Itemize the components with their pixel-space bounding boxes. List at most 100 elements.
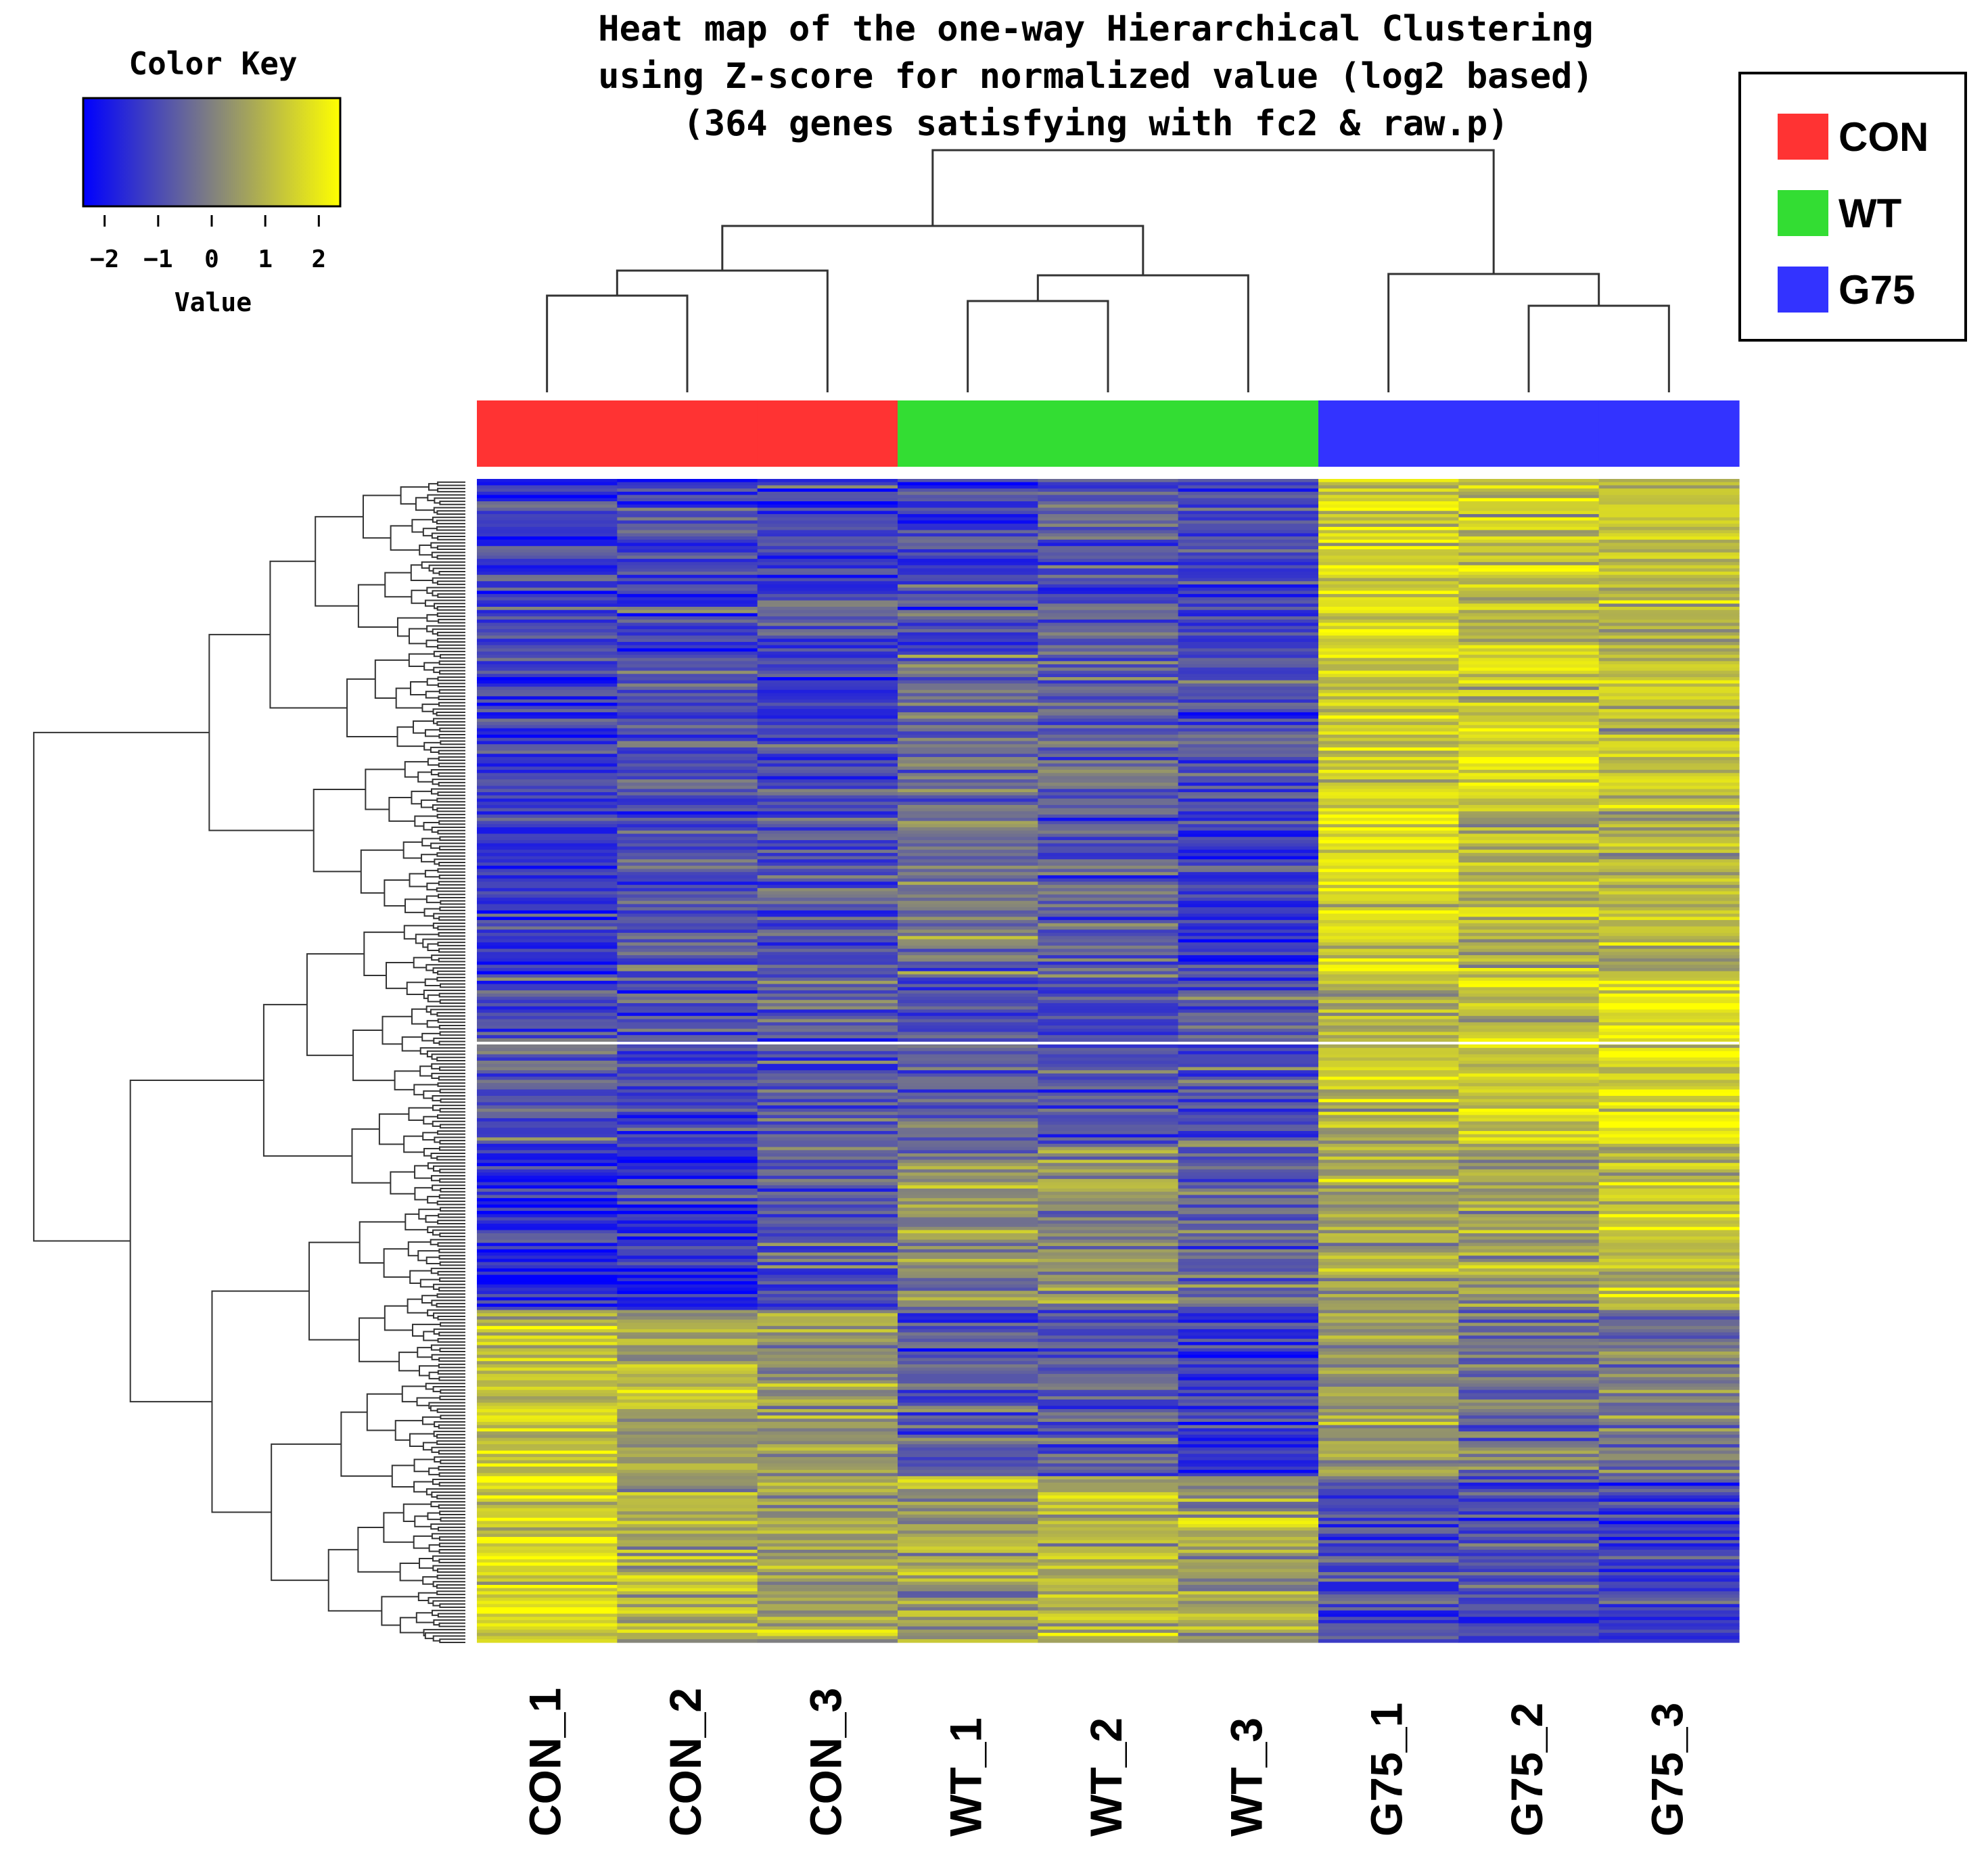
heatmap-cell [898,1252,1038,1256]
row-merge [432,708,465,715]
heatmap-cell [1318,1262,1459,1266]
heatmap-cell [1318,1306,1459,1311]
heatmap-cell [898,1198,1038,1202]
row-merge [432,1165,465,1172]
heatmap-cell [757,597,898,601]
heatmap-cell [1458,661,1600,665]
heatmap-cell [1038,1086,1179,1090]
heatmap-cell [1598,1380,1740,1384]
heatmap-cell [1598,1226,1740,1231]
row-merge [403,1135,424,1153]
heatmap-cell [1178,1124,1319,1128]
legend-label-wt: WT [1839,191,1901,236]
heatmap-cell [757,559,898,563]
heatmap-cell [1178,1000,1319,1004]
heatmap-cell [477,920,618,924]
row-merge [432,922,465,929]
heatmap-cell [898,1297,1038,1301]
heatmap-cell [1598,898,1740,902]
heatmap-cell [898,1000,1038,1004]
heatmap-cell [1038,1182,1179,1186]
heatmap-cell [757,1367,898,1371]
heatmap-cell [1458,1636,1600,1640]
heatmap-cell [757,1166,898,1170]
heatmap-cell [1038,1249,1179,1253]
heatmap-cell [898,1134,1038,1138]
heatmap-cell [1318,1437,1459,1442]
heatmap-cell [1318,1613,1459,1617]
heatmap-cell [1038,1485,1179,1490]
heatmap-cell [477,929,618,934]
heatmap-cell [477,1268,618,1272]
heatmap-cell [1178,1370,1319,1375]
heatmap-cell [757,731,898,735]
heatmap-cell [617,1137,758,1141]
heatmap-cell [898,1226,1038,1231]
row-merge [32,731,210,1242]
row-merge [439,1168,465,1174]
heatmap-cell [757,549,898,553]
heatmap-cell [477,530,618,534]
heatmap-cell [898,904,1038,908]
heatmap-cell [617,1255,758,1260]
heatmap-cell [1458,1051,1600,1055]
heatmap-cell [1598,561,1740,566]
heatmap-cell [898,619,1038,624]
heatmap-cell [1178,1057,1319,1061]
heatmap-cell [617,648,758,652]
heatmap-cell [1038,1150,1179,1154]
heatmap-cell [1038,974,1179,978]
heatmap-cell [617,760,758,764]
row-merge [431,1072,465,1079]
heatmap-cell [757,1421,898,1426]
heatmap-cell [1178,1322,1319,1327]
heatmap-cell [1178,824,1319,828]
heatmap-cell [757,565,898,569]
heatmap-cell [1318,827,1459,831]
heatmap-cell [1598,594,1740,598]
heatmap-cell [1598,597,1740,601]
heatmap-cell [477,482,618,486]
row-merge [433,651,465,658]
heatmap-cell [1178,1562,1319,1567]
heatmap-cell [757,613,898,617]
heatmap-cell [477,1061,618,1065]
heatmap-cell [1178,1540,1319,1544]
heatmap-cell [477,676,618,681]
heatmap-cell [617,1374,758,1378]
heatmap-cell [617,1233,758,1237]
heatmap-cell [898,1159,1038,1163]
heatmap-cell [1458,1450,1600,1454]
heatmap-cell [1318,485,1459,489]
col-merge-g75 [1387,273,1600,392]
heatmap-cell [1318,955,1459,959]
heatmap-cell [1318,1214,1459,1218]
heatmap-cell [1178,1281,1319,1285]
heatmap-cell [898,804,1038,809]
heatmap-cell [617,1236,758,1241]
heatmap-cell [617,1473,758,1477]
heatmap-cell [1318,785,1459,789]
heatmap-cell [1458,945,1600,950]
heatmap-cell [617,1319,758,1324]
heatmap-cell [1318,872,1459,876]
heatmap-cell [1318,709,1459,713]
heatmap-cell [617,1434,758,1439]
row-merge [433,1619,465,1626]
heatmap-cell [477,594,618,598]
heatmap-cell [898,1044,1038,1048]
heatmap-cell [1598,824,1740,828]
heatmap-cell [617,1083,758,1087]
heatmap-cell [1458,1339,1600,1343]
heatmap-cell [1318,1495,1459,1499]
heatmap-cell [617,1150,758,1154]
row-merge [406,982,425,995]
heatmap-cell [757,1076,898,1080]
heatmap-cell [1458,546,1600,550]
heatmap-cell [898,757,1038,761]
row-merge [419,1065,432,1077]
heatmap-cell [1038,948,1179,952]
heatmap-cell [1178,1089,1319,1093]
heatmap-cell [1318,1546,1459,1550]
heatmap-cell [1598,1223,1740,1228]
